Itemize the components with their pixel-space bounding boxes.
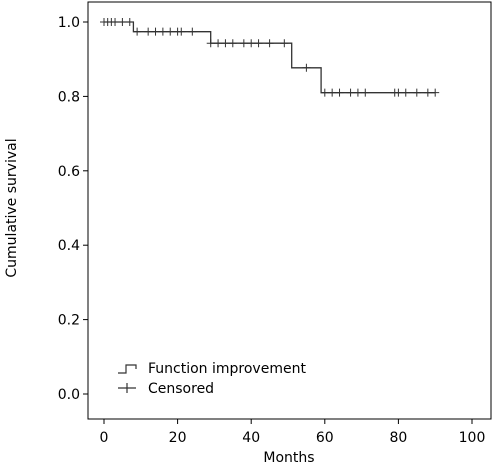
censor-mark [133, 27, 142, 36]
legend-plus-icon [118, 383, 136, 393]
censor-mark [144, 27, 153, 36]
y-tick-label-2: 0.4 [58, 238, 80, 254]
censor-mark [412, 88, 421, 97]
y-tick-label-4: 0.8 [58, 89, 80, 105]
censor-mark [353, 88, 362, 97]
y-tick-label-0: 0.0 [58, 387, 80, 403]
legend-step-icon [118, 364, 137, 374]
censor-mark [239, 39, 248, 48]
censor-mark [265, 39, 274, 48]
censor-mark [394, 88, 403, 97]
censor-mark [302, 63, 311, 72]
censor-mark [206, 39, 215, 48]
censor-mark [431, 88, 440, 97]
x-tick-label-2: 40 [242, 430, 260, 446]
x-axis-title: Months [263, 450, 314, 465]
y-tick-label-1: 0.2 [58, 313, 80, 329]
censor-mark [151, 27, 160, 36]
censor-mark [401, 88, 410, 97]
x-tick-label-1: 20 [169, 430, 187, 446]
survival-step-line [104, 21, 436, 94]
censor-mark [320, 88, 329, 97]
x-tick-label-5: 100 [459, 430, 486, 446]
censor-mark [361, 88, 370, 97]
censor-mark [247, 39, 256, 48]
censor-mark [335, 88, 344, 97]
y-tick-label-3: 0.6 [58, 164, 80, 180]
censor-mark [177, 27, 186, 36]
legend: Function improvement Censored [118, 361, 306, 397]
censor-mark [346, 88, 355, 97]
censor-mark [221, 39, 230, 48]
censor-mark [423, 88, 432, 97]
censor-mark [188, 27, 197, 36]
censor-mark [158, 27, 167, 36]
plot-frame [87, 1, 492, 420]
censor-mark [254, 39, 263, 48]
censor-mark [111, 18, 120, 26]
x-tick-label-0: 0 [100, 430, 109, 446]
legend-label-function-improvement: Function improvement [148, 361, 306, 377]
y-axis-title: Cumulative survival [4, 138, 20, 277]
y-tick-label-5: 1.0 [58, 15, 80, 31]
censor-mark [228, 39, 237, 48]
censor-mark [214, 39, 223, 48]
legend-label-censored: Censored [148, 381, 214, 397]
censor-mark [328, 88, 337, 97]
x-tick-label-4: 80 [389, 430, 407, 446]
censor-mark [280, 39, 289, 48]
series-layer [100, 18, 440, 97]
censor-mark [125, 18, 134, 26]
censor-mark [118, 18, 127, 26]
y-axis: 0.0 0.2 0.4 0.6 0.8 1.0 [58, 15, 88, 403]
x-axis: 0 20 40 60 80 100 [100, 419, 486, 446]
x-tick-label-3: 60 [316, 430, 334, 446]
censor-mark [166, 27, 175, 36]
